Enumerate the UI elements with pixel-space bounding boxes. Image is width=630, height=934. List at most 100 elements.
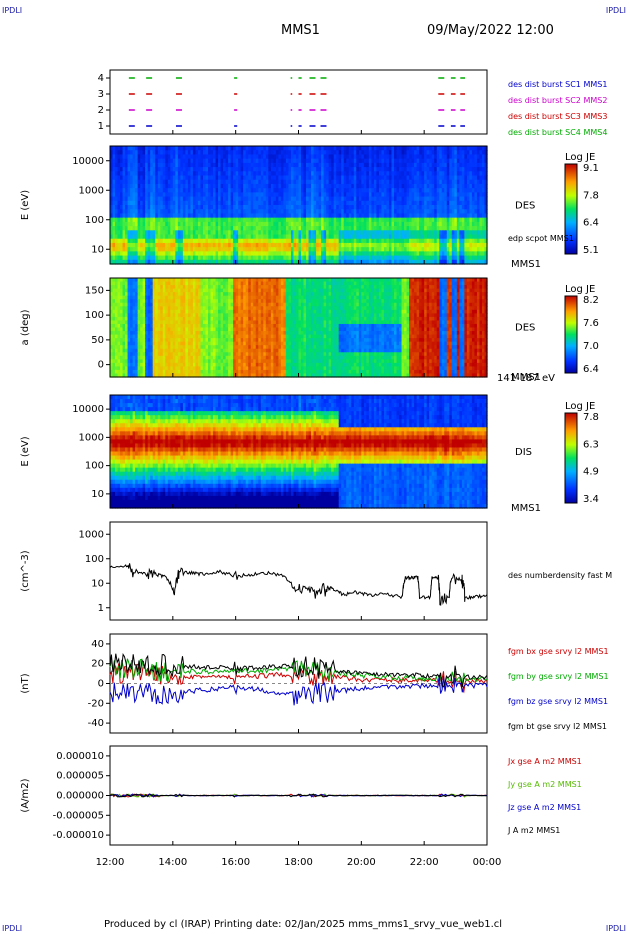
heatmap-cell [454, 188, 458, 193]
heatmap-cell [215, 162, 219, 168]
heatmap-cell [145, 209, 149, 215]
heatmap-cell [147, 192, 151, 198]
heatmap-cell [117, 234, 121, 240]
heatmap-cell [115, 226, 119, 231]
heatmap-cell [476, 230, 481, 236]
heatmap-cell [424, 179, 428, 185]
heatmap-cell [409, 167, 413, 172]
heatmap-cell [353, 221, 357, 227]
heatmap-cell [285, 196, 290, 202]
heatmap-cell [285, 146, 290, 151]
heatmap-cell [248, 255, 252, 261]
heatmap-cell [208, 209, 212, 215]
heatmap-cell [411, 230, 415, 236]
heatmap-cell [326, 242, 330, 248]
heatmap-cell [130, 331, 134, 336]
heatmap-cell [165, 213, 169, 219]
heatmap-cell [127, 366, 131, 371]
heatmap-cell [248, 192, 252, 198]
heatmap-cell [273, 251, 277, 257]
heatmap-cell [439, 226, 443, 231]
heatmap-cell [466, 171, 470, 177]
heatmap-cell [112, 316, 116, 322]
heatmap-cell [446, 162, 450, 168]
heatmap-cell [190, 146, 194, 151]
heatmap-cell [356, 154, 360, 160]
heatmap-cell [157, 362, 161, 367]
heatmap-cell [165, 278, 169, 283]
heatmap-cell [155, 167, 159, 172]
heatmap-cell [306, 162, 310, 168]
heatmap-cell [396, 226, 400, 231]
heatmap-cell [366, 226, 370, 231]
heatmap-cell [464, 247, 468, 252]
heatmap-cell [137, 316, 141, 322]
heatmap-cell [280, 179, 285, 185]
heatmap-cell [419, 230, 423, 236]
heatmap-cell [125, 188, 129, 193]
heatmap-cell [326, 226, 330, 231]
heatmap-cell [180, 230, 184, 236]
heatmap-cell [348, 234, 352, 240]
heatmap-cell [110, 338, 114, 343]
heatmap-cell [481, 158, 486, 164]
heatmap-cell [122, 171, 126, 177]
heatmap-cell [303, 251, 307, 257]
heatmap-cell [165, 183, 169, 189]
heatmap-cell [223, 167, 227, 172]
heatmap-cell [321, 226, 325, 231]
heatmap-cell [295, 234, 300, 240]
heatmap-cell [383, 234, 388, 240]
heatmap-cell [469, 205, 473, 210]
heatmap-cell [187, 179, 192, 185]
heatmap-cell [328, 171, 332, 177]
heatmap-cell [265, 213, 269, 219]
heatmap-cell [311, 205, 315, 210]
heatmap-cell [155, 338, 159, 343]
heatmap-cell [278, 205, 282, 210]
heatmap-cell [383, 162, 388, 168]
heatmap-cell [132, 295, 136, 300]
heatmap-cell [122, 292, 126, 297]
heatmap-cell [112, 362, 116, 367]
heatmap-cell [192, 242, 197, 248]
heatmap-cell [135, 226, 139, 231]
corner-label-bottom-right: IPDLI [605, 924, 626, 933]
heatmap-cell [155, 175, 159, 181]
heatmap-cell [137, 200, 141, 206]
heatmap-cell [258, 158, 262, 164]
heatmap-cell [396, 217, 400, 223]
heatmap-cell [125, 196, 129, 202]
heatmap-cell [130, 146, 134, 151]
heatmap-cell [150, 146, 154, 151]
heatmap-cell [474, 242, 478, 248]
heatmap-cell [381, 209, 385, 215]
heatmap-cell [120, 288, 124, 293]
heatmap-cell [243, 238, 247, 244]
heatmap-cell [253, 255, 257, 261]
heatmap-cell [290, 209, 295, 215]
heatmap-cell [278, 200, 282, 206]
heatmap-cell [115, 352, 119, 357]
heatmap-cell [160, 295, 164, 300]
heatmap-cell [260, 158, 264, 164]
heatmap-cell [280, 226, 285, 231]
heatmap-cell [431, 192, 435, 198]
heatmap-cell [419, 234, 423, 240]
heatmap-cell [235, 158, 239, 164]
heatmap-cell [285, 154, 290, 160]
heatmap-cell [245, 238, 249, 244]
heatmap-cell [253, 167, 257, 172]
heatmap-cell [135, 247, 139, 252]
heatmap-cell [321, 175, 325, 181]
heatmap-cell [439, 234, 443, 240]
heatmap-cell [120, 150, 124, 156]
heatmap-cell [456, 209, 460, 215]
heatmap-cell [200, 167, 204, 172]
heatmap-cell [218, 200, 222, 206]
heatmap-cell [288, 179, 292, 185]
heatmap-cell [268, 171, 272, 177]
heatmap-cell [150, 247, 154, 252]
heatmap-cell [135, 355, 139, 360]
heatmap-cell [416, 221, 420, 227]
